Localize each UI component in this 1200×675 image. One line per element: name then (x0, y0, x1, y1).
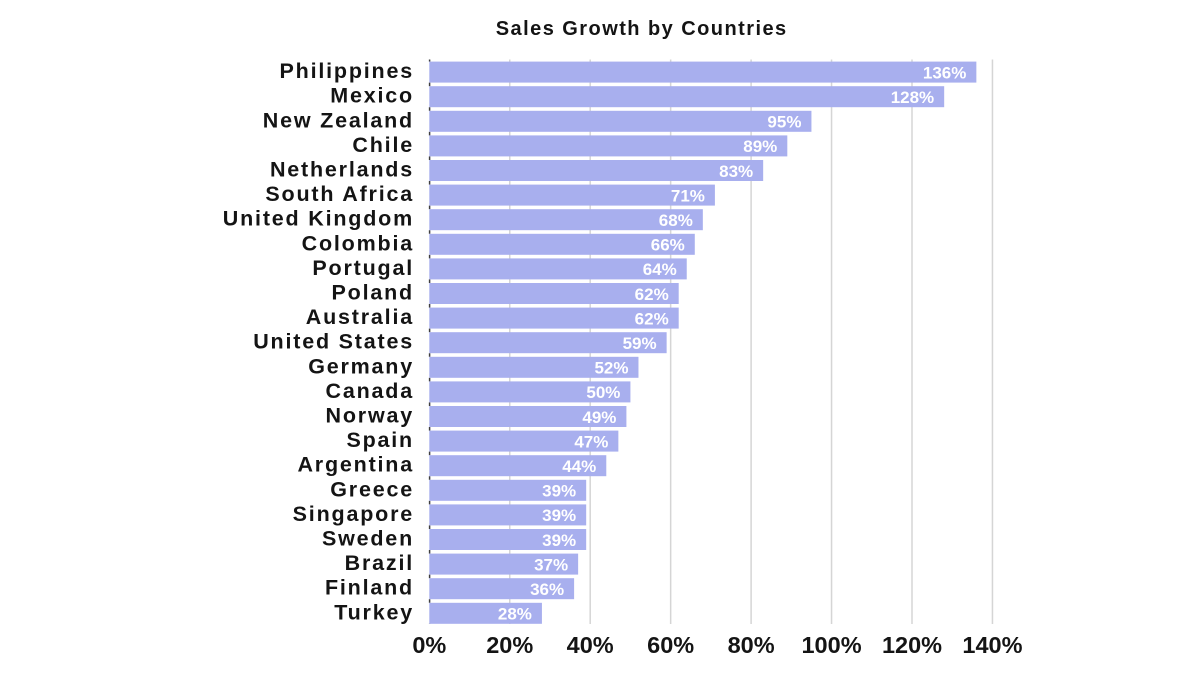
svg-text:United States: United States (253, 330, 414, 354)
svg-text:50%: 50% (586, 383, 620, 402)
svg-text:71%: 71% (671, 186, 705, 205)
svg-text:49%: 49% (582, 408, 616, 427)
svg-text:Spain: Spain (346, 428, 414, 452)
svg-text:United Kingdom: United Kingdom (223, 207, 414, 231)
svg-text:20%: 20% (486, 632, 533, 658)
svg-text:52%: 52% (594, 359, 628, 378)
svg-text:Poland: Poland (332, 281, 414, 305)
svg-text:68%: 68% (659, 211, 693, 230)
svg-text:Portugal: Portugal (312, 256, 414, 280)
svg-text:59%: 59% (623, 334, 657, 353)
svg-text:South Africa: South Africa (265, 182, 414, 206)
svg-text:28%: 28% (498, 605, 532, 624)
svg-text:Philippines: Philippines (280, 59, 414, 83)
svg-text:Sweden: Sweden (322, 527, 414, 551)
svg-text:62%: 62% (635, 309, 669, 328)
svg-text:80%: 80% (728, 632, 775, 658)
svg-text:39%: 39% (542, 531, 576, 550)
svg-text:Brazil: Brazil (345, 551, 414, 575)
svg-text:Greece: Greece (330, 477, 414, 501)
svg-text:62%: 62% (635, 285, 669, 304)
svg-text:83%: 83% (719, 162, 753, 181)
svg-text:Germany: Germany (308, 354, 414, 378)
svg-text:Canada: Canada (326, 379, 414, 403)
svg-text:120%: 120% (882, 632, 942, 658)
svg-text:Finland: Finland (325, 576, 414, 600)
svg-text:Australia: Australia (306, 305, 414, 329)
svg-text:Netherlands: Netherlands (270, 158, 414, 182)
svg-text:66%: 66% (651, 236, 685, 255)
svg-text:89%: 89% (743, 137, 777, 156)
svg-text:Colombia: Colombia (302, 231, 414, 255)
svg-text:36%: 36% (530, 580, 564, 599)
svg-text:Norway: Norway (326, 404, 414, 428)
svg-text:0%: 0% (412, 632, 446, 658)
svg-text:136%: 136% (923, 63, 966, 82)
svg-text:Turkey: Turkey (334, 600, 414, 624)
svg-text:Mexico: Mexico (330, 84, 414, 108)
svg-text:39%: 39% (542, 506, 576, 525)
svg-text:47%: 47% (574, 432, 608, 451)
svg-text:128%: 128% (891, 88, 934, 107)
svg-text:37%: 37% (534, 555, 568, 574)
svg-text:95%: 95% (767, 113, 801, 132)
svg-text:Singapore: Singapore (293, 502, 414, 526)
svg-text:New Zealand: New Zealand (263, 108, 414, 132)
svg-text:140%: 140% (962, 632, 1022, 658)
svg-text:44%: 44% (562, 457, 596, 476)
svg-text:Chile: Chile (352, 133, 414, 157)
svg-text:64%: 64% (643, 260, 677, 279)
svg-text:Sales Growth by Countries: Sales Growth by Countries (496, 18, 788, 40)
svg-text:39%: 39% (542, 482, 576, 501)
svg-text:100%: 100% (801, 632, 861, 658)
svg-text:Argentina: Argentina (297, 453, 414, 477)
svg-text:40%: 40% (567, 632, 614, 658)
svg-text:60%: 60% (647, 632, 694, 658)
